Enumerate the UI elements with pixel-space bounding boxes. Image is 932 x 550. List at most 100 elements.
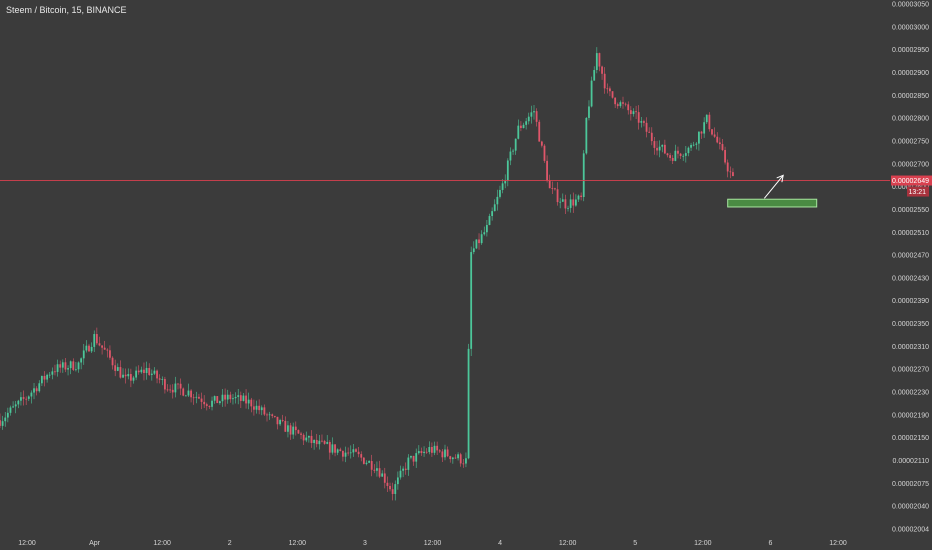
candle-body bbox=[226, 394, 229, 400]
candle-body bbox=[629, 110, 632, 115]
candle-body bbox=[67, 368, 69, 370]
candle-body bbox=[504, 180, 507, 184]
candle-body bbox=[663, 144, 666, 154]
candle-body bbox=[543, 145, 546, 161]
candle-body bbox=[150, 373, 153, 375]
candle-body bbox=[315, 439, 318, 445]
candle-body bbox=[514, 138, 517, 151]
candle-body bbox=[349, 452, 352, 454]
candle-body bbox=[187, 390, 190, 396]
candle-body bbox=[339, 449, 342, 451]
candle-body bbox=[378, 468, 381, 477]
candle-body bbox=[711, 129, 713, 135]
candle-body bbox=[80, 358, 83, 363]
candle-body bbox=[119, 367, 122, 378]
candle-body bbox=[321, 440, 323, 442]
candle-body bbox=[171, 389, 174, 393]
candle-body bbox=[239, 395, 242, 401]
candle-body bbox=[459, 454, 462, 464]
candle-body bbox=[383, 473, 386, 483]
candle-body bbox=[164, 379, 166, 390]
candle-body bbox=[648, 131, 651, 133]
y-tick-label: 0.00002150 bbox=[892, 435, 929, 442]
candle-body bbox=[415, 453, 418, 462]
candle-body bbox=[229, 394, 232, 400]
candle-body bbox=[559, 201, 562, 203]
candle-body bbox=[658, 146, 661, 151]
candle-body bbox=[726, 162, 729, 172]
candle-body bbox=[342, 450, 344, 457]
candle-body bbox=[221, 394, 224, 402]
candle-body bbox=[582, 153, 585, 197]
candle-body bbox=[635, 111, 637, 113]
y-tick-label: 0.00003050 bbox=[892, 2, 929, 9]
chart-title: Steem / Bitcoin, 15, BINANCE bbox=[6, 5, 127, 15]
candle-body bbox=[540, 141, 543, 146]
y-tick-label: 0.00002850 bbox=[892, 93, 929, 100]
candle-body bbox=[182, 388, 185, 396]
candle-body bbox=[457, 454, 459, 459]
x-tick-label: Apr bbox=[89, 540, 101, 547]
candle-body bbox=[124, 374, 127, 377]
candle-body bbox=[619, 102, 622, 107]
y-tick-label: 0.00002430 bbox=[892, 275, 929, 282]
candle-body bbox=[520, 125, 522, 129]
y-tick-label: 0.00002230 bbox=[892, 390, 929, 397]
candle-body bbox=[389, 485, 391, 490]
candle-body bbox=[208, 405, 211, 407]
candle-body bbox=[22, 397, 25, 399]
candle-body bbox=[294, 426, 297, 431]
y-tick-label: 0.00002270 bbox=[892, 367, 929, 374]
candle-body bbox=[232, 398, 234, 400]
current-price-box bbox=[891, 175, 932, 186]
candle-body bbox=[51, 371, 54, 375]
candle-body bbox=[90, 346, 93, 352]
candle-body bbox=[444, 449, 446, 458]
candle-body bbox=[328, 442, 331, 453]
candle-body bbox=[273, 415, 276, 417]
candle-body bbox=[671, 158, 674, 161]
candle-body bbox=[391, 489, 394, 494]
candle-body bbox=[6, 412, 9, 418]
candle-body bbox=[554, 188, 556, 190]
candle-body bbox=[9, 407, 12, 413]
candle-body bbox=[310, 435, 313, 444]
y-tick-label: 0.00002470 bbox=[892, 253, 929, 260]
candle-body bbox=[546, 160, 548, 181]
y-tick-label: 0.00002700 bbox=[892, 161, 929, 168]
candle-body bbox=[281, 420, 284, 421]
candle-body bbox=[533, 111, 535, 113]
x-tick-label: 12:00 bbox=[153, 540, 171, 547]
candle-body bbox=[454, 457, 457, 459]
candle-body bbox=[381, 473, 384, 477]
candle-body bbox=[674, 150, 677, 161]
y-tick-label: 0.00002040 bbox=[892, 504, 929, 511]
candle-body bbox=[705, 114, 708, 123]
candle-body bbox=[609, 88, 611, 92]
candle-body bbox=[268, 414, 271, 416]
candle-body bbox=[493, 204, 496, 212]
support-zone bbox=[727, 198, 818, 208]
candle-body bbox=[334, 444, 336, 453]
candle-body bbox=[527, 116, 530, 122]
x-tick-label: 3 bbox=[363, 540, 367, 547]
candle-body bbox=[109, 350, 111, 358]
overlays-layer bbox=[0, 174, 890, 208]
candle-body bbox=[156, 370, 158, 379]
candle-body bbox=[148, 367, 151, 375]
candle-body bbox=[656, 147, 658, 151]
candle-body bbox=[85, 345, 88, 351]
candle-body bbox=[253, 406, 255, 410]
candle-body bbox=[75, 369, 77, 371]
candle-body bbox=[700, 131, 703, 134]
candle-body bbox=[661, 144, 664, 147]
candle-body bbox=[417, 451, 420, 454]
candle-body bbox=[684, 153, 687, 156]
candle-body bbox=[344, 452, 347, 457]
candle-body bbox=[140, 369, 143, 373]
candle-body bbox=[653, 141, 656, 148]
candle-body bbox=[420, 451, 423, 454]
candle-body bbox=[357, 451, 360, 455]
x-tick-label: 12:00 bbox=[559, 540, 577, 547]
